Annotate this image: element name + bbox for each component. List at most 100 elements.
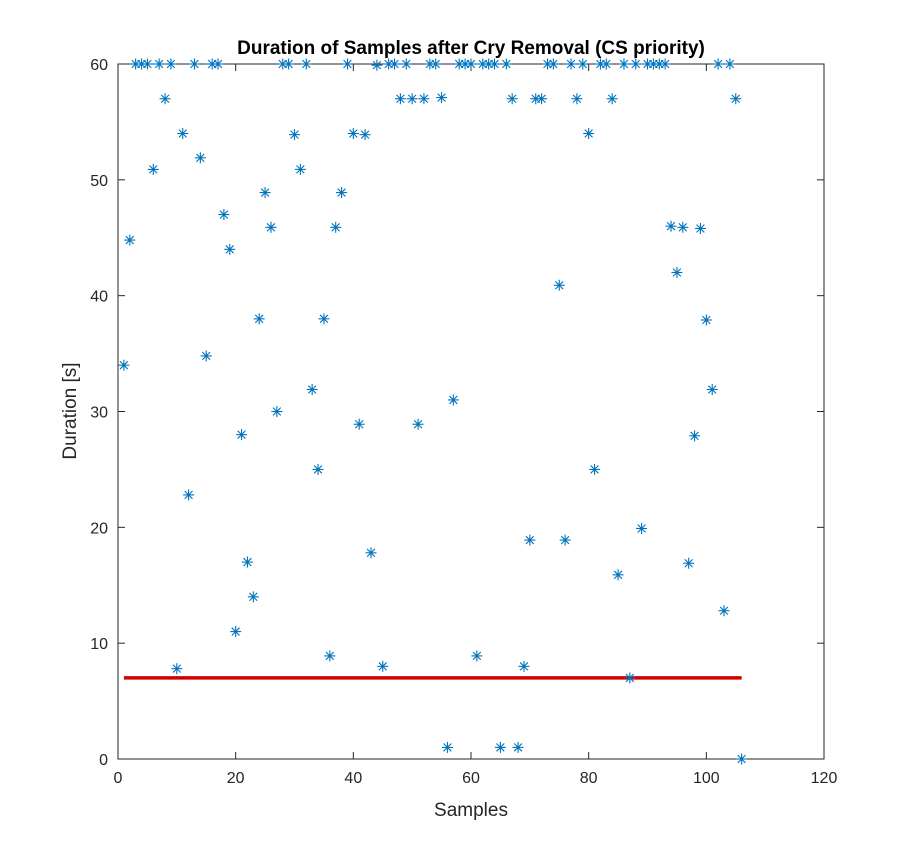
data-point	[465, 58, 477, 70]
data-point	[624, 672, 636, 684]
data-point	[318, 313, 330, 325]
data-point	[589, 463, 601, 475]
data-point	[559, 534, 571, 546]
data-point	[630, 58, 642, 70]
data-point	[612, 569, 624, 581]
data-point	[489, 58, 501, 70]
plot-area	[117, 63, 825, 760]
data-point	[165, 58, 177, 70]
data-point	[241, 556, 253, 568]
x-tick-label: 0	[114, 770, 123, 787]
data-point	[394, 93, 406, 105]
data-point	[389, 58, 401, 70]
data-point	[306, 383, 318, 395]
data-point	[524, 534, 536, 546]
data-point	[183, 489, 195, 501]
y-tick-label: 40	[90, 289, 108, 306]
x-tick-label: 80	[580, 770, 598, 787]
data-point	[536, 93, 548, 105]
data-point	[371, 59, 383, 71]
data-point	[412, 418, 424, 430]
y-axis: 0 10 20 30 40 50 60	[90, 57, 824, 769]
data-point	[400, 58, 412, 70]
data-point	[406, 93, 418, 105]
data-point	[689, 430, 701, 442]
data-point	[583, 128, 595, 139]
data-points	[118, 58, 748, 765]
data-point	[177, 128, 189, 139]
data-point	[500, 58, 512, 70]
data-point	[606, 93, 618, 105]
data-point	[718, 605, 730, 617]
data-point	[341, 58, 353, 70]
data-point	[265, 221, 277, 233]
data-point	[324, 650, 336, 662]
data-point	[441, 741, 453, 753]
data-point	[565, 58, 577, 70]
data-point	[736, 753, 748, 765]
data-point	[171, 663, 183, 675]
y-tick-label: 20	[90, 520, 108, 537]
data-point	[700, 314, 712, 326]
data-point	[224, 243, 236, 255]
data-point	[253, 313, 265, 325]
x-tick-label: 20	[227, 770, 245, 787]
data-point	[141, 58, 153, 70]
data-point	[430, 58, 442, 70]
data-point	[671, 267, 683, 278]
data-point	[683, 557, 695, 569]
data-point	[289, 129, 300, 141]
x-tick-label: 60	[462, 770, 480, 787]
data-point	[283, 58, 295, 70]
data-point	[312, 463, 324, 475]
y-axis-label: Duration [s]	[60, 362, 81, 459]
data-point	[336, 187, 348, 199]
data-point	[571, 93, 583, 105]
data-point	[236, 429, 248, 441]
data-point	[159, 93, 171, 105]
data-point	[359, 129, 371, 141]
data-point	[518, 660, 530, 672]
data-point	[547, 58, 559, 70]
data-point	[494, 741, 506, 753]
data-point	[294, 163, 306, 175]
data-point	[730, 93, 742, 105]
data-point	[471, 650, 483, 662]
data-point	[230, 626, 242, 638]
data-point	[665, 220, 677, 232]
x-axis: 0 20 40 60 80 100 120	[114, 64, 838, 787]
data-point	[377, 660, 389, 672]
data-point	[694, 222, 706, 234]
data-point	[706, 383, 718, 395]
data-point	[153, 58, 165, 70]
y-tick-label: 60	[90, 57, 108, 74]
data-point	[577, 58, 589, 70]
data-point	[712, 58, 724, 70]
x-tick-label: 120	[811, 770, 838, 787]
data-point	[147, 163, 159, 175]
data-point	[677, 221, 689, 233]
data-point	[271, 406, 283, 417]
data-point	[194, 152, 206, 164]
data-point	[724, 58, 736, 70]
data-point	[436, 92, 448, 104]
data-point	[512, 741, 524, 753]
chart-title: Duration of Samples after Cry Removal (C…	[237, 38, 705, 59]
data-point	[200, 350, 212, 362]
y-tick-label: 50	[90, 173, 108, 190]
data-point	[506, 93, 518, 105]
x-tick-label: 100	[693, 770, 720, 787]
data-point	[330, 221, 342, 233]
y-tick-label: 10	[90, 636, 108, 653]
y-tick-label: 30	[90, 405, 108, 422]
data-point	[188, 58, 200, 70]
data-point	[247, 591, 259, 603]
data-point	[124, 234, 136, 246]
data-point	[259, 187, 271, 199]
x-axis-label: Samples	[434, 800, 508, 821]
data-point	[418, 93, 430, 105]
y-tick-label: 0	[99, 752, 108, 769]
data-point	[347, 128, 359, 139]
data-point	[618, 58, 630, 70]
